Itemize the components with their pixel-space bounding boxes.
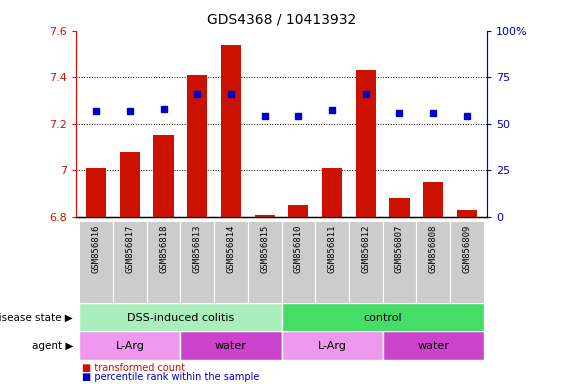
Bar: [79, 221, 113, 303]
Text: GSM856817: GSM856817: [126, 225, 135, 273]
Bar: [450, 221, 484, 303]
Bar: [288, 205, 309, 217]
Bar: [349, 221, 383, 303]
Text: disease state ▶: disease state ▶: [0, 313, 73, 323]
Bar: [248, 221, 282, 303]
Bar: [147, 221, 180, 303]
Text: L-Arg: L-Arg: [318, 341, 346, 351]
Bar: [383, 331, 484, 360]
Text: GSM856808: GSM856808: [428, 225, 437, 273]
Bar: [322, 168, 342, 217]
Text: GSM856814: GSM856814: [226, 225, 235, 273]
Bar: [457, 210, 477, 217]
Title: GDS4368 / 10413932: GDS4368 / 10413932: [207, 13, 356, 27]
Bar: [254, 215, 275, 217]
Bar: [282, 221, 315, 303]
Text: ■ percentile rank within the sample: ■ percentile rank within the sample: [82, 372, 259, 382]
Text: L-Arg: L-Arg: [115, 341, 144, 351]
Bar: [383, 221, 416, 303]
Text: GSM856807: GSM856807: [395, 225, 404, 273]
Bar: [221, 45, 241, 217]
Text: GSM856818: GSM856818: [159, 225, 168, 273]
Text: ■ transformed count: ■ transformed count: [82, 363, 185, 373]
Bar: [356, 70, 376, 217]
Bar: [315, 221, 349, 303]
Bar: [389, 199, 409, 217]
Bar: [180, 221, 214, 303]
Text: GSM856815: GSM856815: [260, 225, 269, 273]
Bar: [214, 221, 248, 303]
Text: control: control: [363, 313, 402, 323]
Text: GSM856813: GSM856813: [193, 225, 202, 273]
Bar: [187, 75, 207, 217]
Bar: [86, 168, 106, 217]
Text: water: water: [417, 341, 449, 351]
Bar: [154, 136, 174, 217]
Bar: [180, 331, 282, 360]
Bar: [113, 221, 147, 303]
Text: GSM856811: GSM856811: [328, 225, 337, 273]
Bar: [79, 303, 282, 332]
Bar: [282, 331, 383, 360]
Bar: [282, 303, 484, 332]
Bar: [79, 331, 180, 360]
Text: water: water: [215, 341, 247, 351]
Bar: [423, 182, 443, 217]
Text: GSM856812: GSM856812: [361, 225, 370, 273]
Bar: [416, 221, 450, 303]
Text: GSM856810: GSM856810: [294, 225, 303, 273]
Text: GSM856809: GSM856809: [462, 225, 471, 273]
Text: DSS-induced colitis: DSS-induced colitis: [127, 313, 234, 323]
Text: agent ▶: agent ▶: [32, 341, 73, 351]
Text: GSM856816: GSM856816: [92, 225, 101, 273]
Bar: [120, 152, 140, 217]
